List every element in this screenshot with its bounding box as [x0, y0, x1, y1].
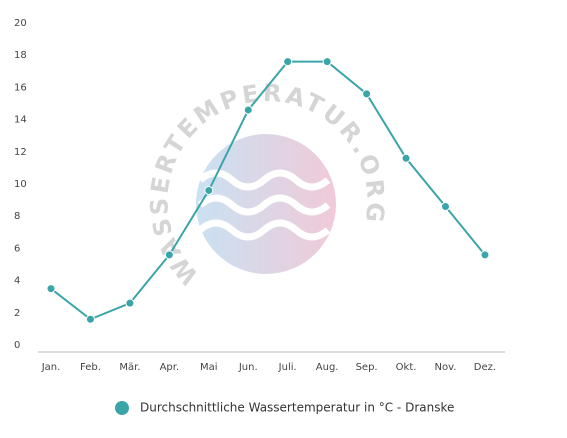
y-tick-label: 8: [14, 211, 20, 222]
x-tick-label: Mär.: [119, 362, 140, 373]
data-point: [125, 298, 135, 308]
x-tick-label: Jan.: [41, 362, 61, 373]
data-point: [204, 185, 214, 195]
x-tick-label: Dez.: [474, 362, 496, 373]
x-tick-label: Okt.: [396, 362, 417, 373]
x-tick-label: Jun.: [238, 362, 258, 373]
data-point: [283, 57, 293, 67]
y-tick-label: 16: [14, 82, 27, 93]
watermark-waves: [197, 169, 331, 241]
y-tick-label: 0: [14, 340, 20, 351]
data-point: [362, 89, 372, 99]
data-point: [85, 314, 95, 324]
x-tick-label: Juli.: [278, 362, 297, 373]
y-tick-label: 4: [14, 276, 20, 287]
x-tick-label: Apr.: [160, 362, 180, 373]
data-point: [480, 250, 490, 260]
y-tick-label: 18: [14, 50, 27, 61]
x-tick-label: Feb.: [80, 362, 101, 373]
data-point: [164, 250, 174, 260]
data-point: [441, 202, 450, 212]
y-tick-label: 20: [14, 18, 27, 29]
y-tick-label: 6: [14, 243, 20, 254]
data-point: [322, 57, 332, 67]
x-tick-label: Sep.: [356, 362, 378, 373]
data-point: [401, 153, 411, 163]
legend: Durchschnittliche Wassertemperatur in °C…: [115, 401, 454, 415]
y-tick-label: 10: [14, 179, 27, 190]
watermark: WASSERTEMPERATUR.ORG: [145, 79, 387, 290]
legend-label: Durchschnittliche Wassertemperatur in °C…: [140, 401, 454, 415]
y-tick-label: 14: [14, 115, 27, 126]
legend-marker: [115, 401, 129, 415]
x-tick-label: Mai: [200, 362, 218, 373]
series-line: [50, 60, 486, 321]
x-tick-label: Nov.: [435, 362, 457, 373]
x-tick-label: Aug.: [316, 362, 339, 373]
y-tick-label: 2: [14, 308, 20, 319]
data-point: [243, 105, 253, 115]
data-point: [46, 284, 56, 294]
y-tick-label: 12: [14, 147, 27, 158]
